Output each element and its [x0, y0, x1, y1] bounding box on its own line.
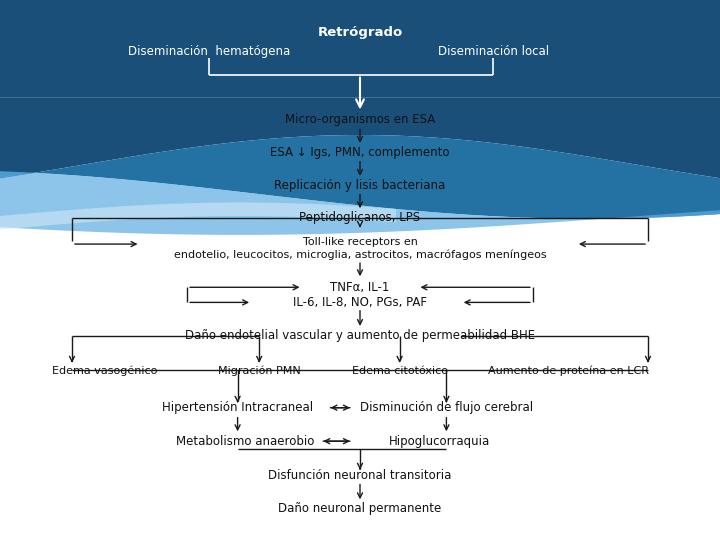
Text: Micro-organismos en ESA: Micro-organismos en ESA — [285, 113, 435, 126]
Text: Disfunción neuronal transitoria: Disfunción neuronal transitoria — [269, 469, 451, 482]
Polygon shape — [0, 171, 720, 235]
Text: Peptidoglicanos, LPS: Peptidoglicanos, LPS — [300, 211, 420, 224]
Text: Diseminación local: Diseminación local — [438, 45, 549, 58]
Text: Metabolismo anaerobio: Metabolismo anaerobio — [176, 435, 314, 448]
Text: Disminución de flujo cerebral: Disminución de flujo cerebral — [360, 401, 533, 414]
Text: Edema citotóxico: Edema citotóxico — [351, 366, 448, 376]
Text: IL-6, IL-8, NO, PGs, PAF: IL-6, IL-8, NO, PGs, PAF — [293, 296, 427, 309]
Text: Retrógrado: Retrógrado — [318, 26, 402, 39]
Polygon shape — [0, 0, 720, 97]
Text: Migración PMN: Migración PMN — [218, 366, 300, 376]
Polygon shape — [0, 202, 396, 230]
Text: Hipoglucorraquia: Hipoglucorraquia — [389, 435, 490, 448]
Text: Hipertensión Intracraneal: Hipertensión Intracraneal — [162, 401, 313, 414]
Text: Diseminación  hematógena: Diseminación hematógena — [127, 45, 290, 58]
Text: Aumento de proteína en LCR: Aumento de proteína en LCR — [488, 366, 649, 376]
Text: TNFα, IL-1: TNFα, IL-1 — [330, 281, 390, 294]
Text: Daño endotelial vascular y aumento de permeabilidad BHE: Daño endotelial vascular y aumento de pe… — [185, 329, 535, 342]
Polygon shape — [0, 135, 720, 219]
Text: Edema vasogénico: Edema vasogénico — [52, 366, 157, 376]
Text: Toll-like receptors en
endotelio, leucocitos, microglia, astrocitos, macrófagos : Toll-like receptors en endotelio, leucoc… — [174, 237, 546, 260]
Text: ESA ↓ Igs, PMN, complemento: ESA ↓ Igs, PMN, complemento — [270, 146, 450, 159]
Text: Daño neuronal permanente: Daño neuronal permanente — [279, 502, 441, 515]
Text: Replicación y lisis bacteriana: Replicación y lisis bacteriana — [274, 179, 446, 192]
Polygon shape — [0, 97, 720, 178]
